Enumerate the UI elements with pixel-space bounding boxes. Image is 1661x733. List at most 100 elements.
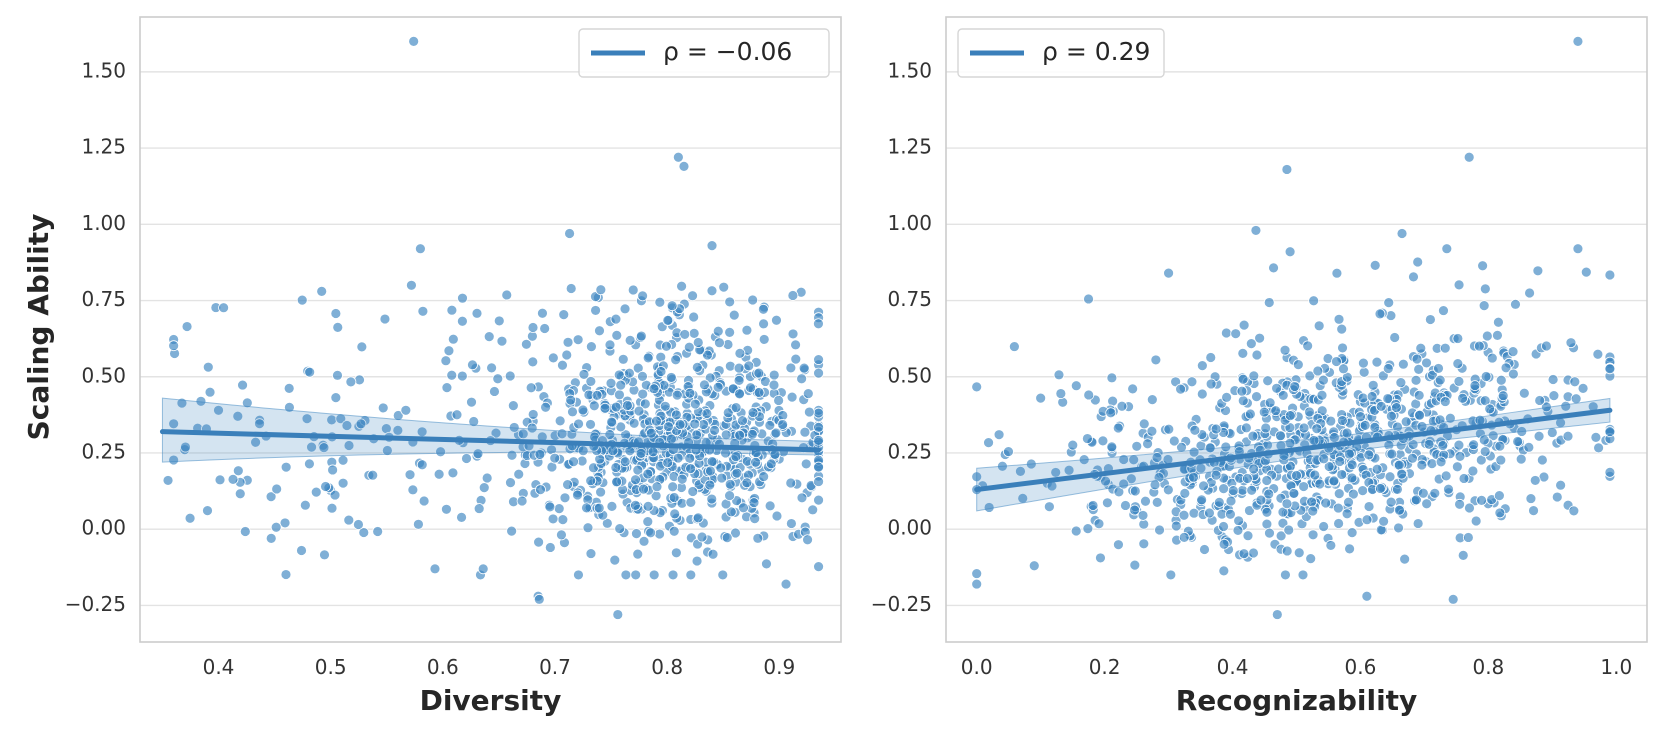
data-point [813,461,824,473]
data-point [1536,454,1548,466]
x-tick-label: 0.9 [763,655,795,679]
data-point [796,492,808,504]
data-point [232,465,244,477]
data-point [1218,538,1230,550]
data-point [218,302,230,314]
x-tick-label: 0.4 [1217,655,1249,679]
data-point [813,561,824,573]
data-point [721,532,733,544]
data-point [1532,265,1544,277]
data-point [527,322,539,333]
data-point [1251,391,1262,402]
data-point [1493,316,1504,328]
data-point [638,535,650,547]
data-point [1412,256,1424,268]
data-point [1484,403,1496,415]
data-point [1162,484,1174,496]
data-point [1053,369,1065,381]
data-point [1313,320,1325,332]
data-point [335,413,347,425]
data-point [613,369,625,381]
data-point [1334,456,1346,467]
data-point [1067,439,1079,451]
data-point [676,473,688,485]
data-point [330,308,342,319]
data-point [1254,332,1266,344]
data-point [381,445,393,456]
data-point [758,318,769,330]
data-point [648,569,660,581]
data-point [632,548,644,560]
data-point [630,474,641,486]
data-point [1497,390,1509,402]
data-point [1546,427,1558,438]
data-point [301,413,313,425]
data-point [372,526,384,537]
data-point [1604,363,1616,375]
data-point [1261,475,1273,486]
data-point [1236,385,1248,397]
data-point [1154,524,1165,536]
data-point [1003,446,1014,458]
data-point [1057,396,1069,408]
data-point [1225,495,1237,507]
data-point [785,477,797,489]
data-point [304,458,315,470]
data-point [477,563,489,575]
data-point [582,522,594,534]
data-point [1304,370,1316,382]
data-point [610,313,622,325]
data-point [722,407,734,419]
data-point [356,341,368,353]
data-point [337,454,349,466]
data-point [689,418,701,430]
data-point [481,472,493,484]
data-point [787,290,799,301]
data-point [620,569,632,581]
data-point [451,409,463,421]
data-point [547,352,559,364]
data-point [1298,481,1310,492]
data-point [733,374,745,386]
data-point [1317,374,1329,386]
data-point [1457,549,1469,561]
data-point [1293,547,1305,559]
data-point [1393,522,1404,534]
data-point [1593,442,1604,454]
data-point [377,402,389,414]
data-point [296,294,308,306]
data-point [418,495,430,507]
data-point [1590,431,1602,443]
data-point [271,483,283,495]
data-point [724,478,736,490]
data-point [168,340,180,352]
y-tick-label: 0.75 [887,287,932,311]
data-point [557,514,569,526]
data-point [622,400,633,411]
data-point [705,465,716,477]
data-point [667,481,679,493]
data-point [1248,463,1260,475]
data-point [527,356,539,368]
data-point [505,477,516,489]
data-point [1478,300,1490,312]
data-point [1268,262,1279,274]
data-point [746,429,758,440]
data-point [1385,410,1397,422]
data-point [610,462,622,473]
data-point [557,359,568,371]
data-point [1146,394,1158,405]
data-point [678,160,690,172]
data-point [717,569,729,581]
data-point [392,410,404,421]
data-point [1495,454,1507,466]
data-point [1063,464,1075,476]
data-point [790,353,802,365]
data-point [1204,507,1215,519]
data-point [1397,358,1409,370]
data-point [270,521,282,533]
data-point [785,518,797,529]
data-point [1604,426,1616,438]
data-point [1233,515,1245,527]
data-point [1541,340,1552,352]
